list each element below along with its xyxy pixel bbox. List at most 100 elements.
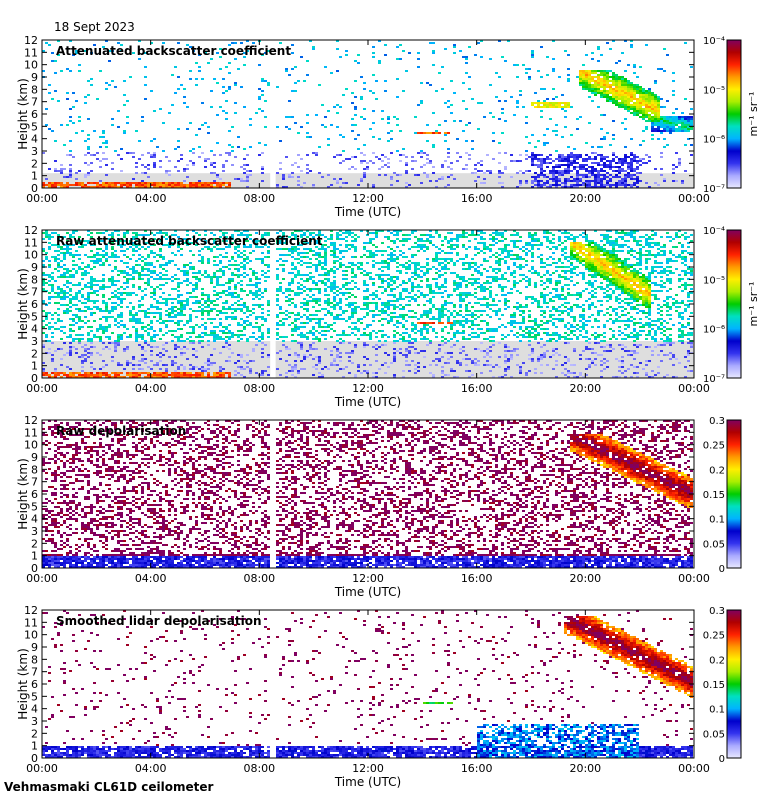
data-cell (396, 180, 399, 182)
data-cell (138, 140, 141, 142)
data-cell (354, 80, 357, 82)
data-cell (108, 326, 111, 328)
data-cell (654, 120, 657, 122)
data-cell (210, 308, 213, 310)
data-cell (99, 326, 102, 328)
data-cell (147, 152, 150, 154)
data-cell (300, 346, 303, 348)
data-cell (618, 172, 621, 174)
data-cell (183, 304, 186, 306)
data-cell (486, 154, 489, 156)
data-cell (174, 348, 177, 350)
data-cell (297, 288, 300, 290)
data-cell (366, 168, 369, 170)
data-cell (594, 174, 597, 176)
data-cell (189, 78, 192, 80)
data-cell (555, 130, 558, 132)
data-cell (198, 270, 201, 272)
data-cell (357, 366, 360, 368)
data-cell (96, 260, 99, 262)
data-cell (627, 164, 630, 166)
data-cell (141, 256, 144, 258)
data-cell (339, 300, 342, 302)
data-cell (453, 46, 456, 48)
data-cell (312, 288, 315, 290)
data-cell (189, 70, 192, 72)
data-cell (516, 160, 519, 162)
data-cell (381, 364, 384, 366)
data-cell (306, 310, 309, 312)
data-cell (186, 278, 189, 280)
data-cell (540, 76, 543, 78)
data-cell (210, 354, 213, 356)
data-cell (354, 326, 357, 328)
data-cell (135, 270, 138, 272)
data-cell (672, 118, 675, 120)
data-cell (141, 326, 144, 328)
data-cell (144, 262, 147, 264)
data-cell (123, 130, 126, 132)
data-cell (165, 170, 168, 172)
data-cell (219, 310, 222, 312)
data-cell (132, 152, 135, 154)
data-cell (615, 96, 618, 98)
data-cell (120, 158, 123, 160)
data-cell (309, 248, 312, 250)
data-cell (213, 334, 216, 336)
data-cell (327, 330, 330, 332)
data-cell (327, 302, 330, 304)
data-cell (225, 256, 228, 258)
data-cell (210, 364, 213, 366)
data-cell (549, 158, 552, 160)
data-cell (342, 368, 345, 370)
data-cell (117, 154, 120, 156)
data-cell (594, 162, 597, 164)
data-cell (369, 310, 372, 312)
data-cell (339, 234, 342, 236)
data-cell (267, 300, 270, 302)
data-cell (579, 156, 582, 158)
data-cell (372, 56, 375, 58)
data-cell (687, 122, 690, 124)
data-cell (564, 50, 567, 52)
data-cell (324, 66, 327, 68)
data-cell (639, 96, 642, 98)
data-cell (543, 88, 546, 90)
data-cell (618, 160, 621, 162)
data-cell (603, 94, 606, 96)
data-cell (588, 172, 591, 174)
data-cell (372, 260, 375, 262)
data-cell (183, 306, 186, 308)
data-cell (87, 348, 90, 350)
data-cell (363, 298, 366, 300)
data-cell (537, 180, 540, 182)
data-cell (498, 118, 501, 120)
data-cell (636, 176, 639, 178)
data-cell (363, 160, 366, 162)
data-cell (291, 278, 294, 280)
data-cell (150, 322, 153, 324)
data-cell (240, 308, 243, 310)
data-cell (627, 64, 630, 66)
data-cell (78, 266, 81, 268)
data-cell (168, 356, 171, 358)
data-cell (84, 102, 87, 104)
data-cell (111, 252, 114, 254)
data-cell (198, 156, 201, 158)
data-cell (63, 184, 66, 186)
data-cell (141, 304, 144, 306)
data-cell (465, 152, 468, 154)
data-cell (150, 252, 153, 254)
data-cell (642, 110, 645, 112)
data-cell (201, 324, 204, 326)
data-cell (69, 328, 72, 330)
data-cell (540, 106, 543, 108)
data-cell (381, 302, 384, 304)
data-cell (105, 302, 108, 304)
data-cell (213, 290, 216, 292)
data-cell (129, 336, 132, 338)
data-cell (267, 266, 270, 268)
data-cell (159, 272, 162, 274)
data-cell (150, 272, 153, 274)
data-cell (102, 328, 105, 330)
